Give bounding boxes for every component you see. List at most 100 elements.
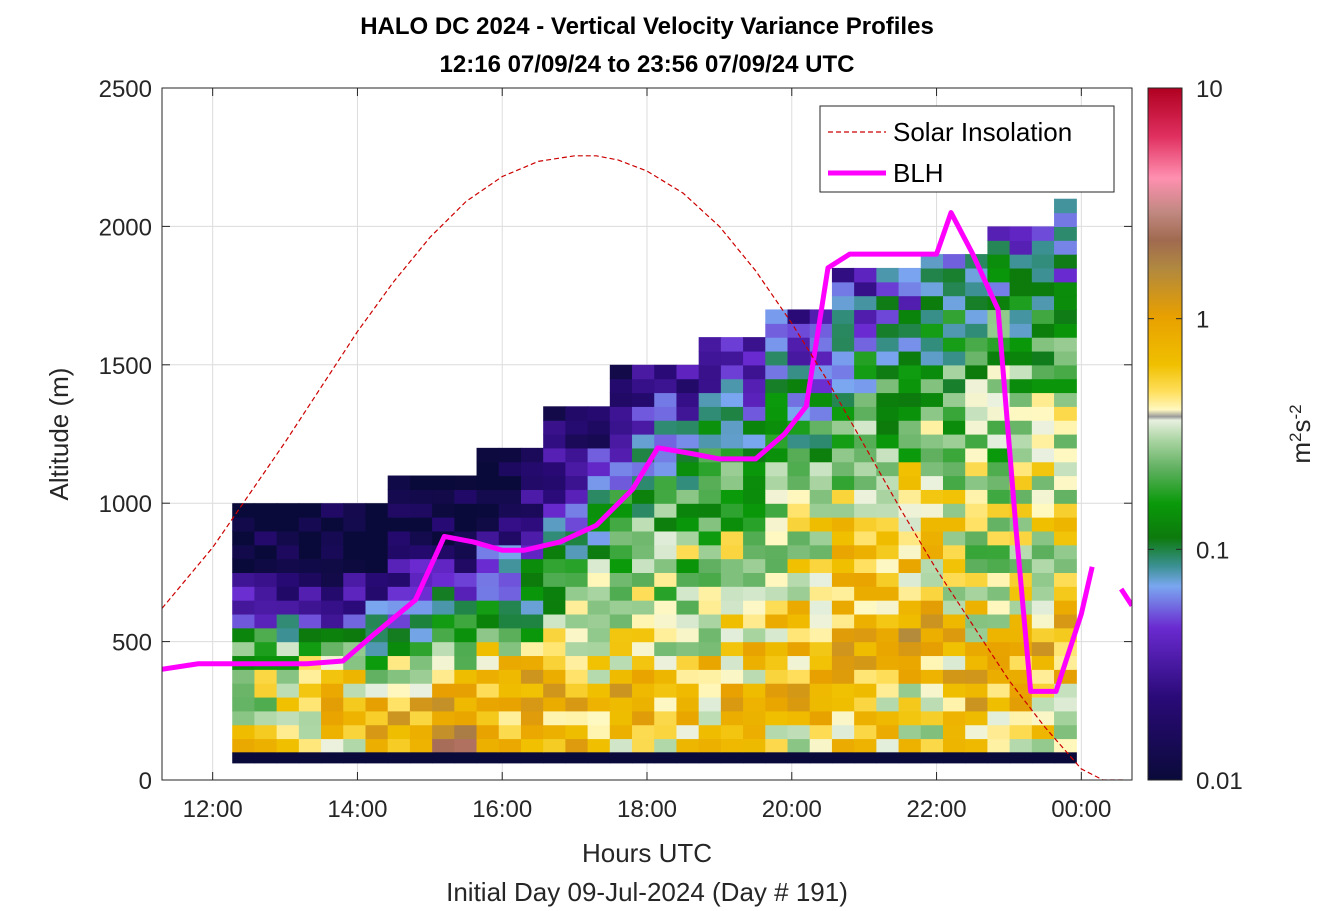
heatmap-cell xyxy=(831,530,855,546)
heatmap-cell xyxy=(409,489,433,504)
heatmap-cell xyxy=(920,420,944,435)
heatmap-cell xyxy=(520,461,544,477)
heatmap-cell xyxy=(1054,752,1077,764)
heatmap-cell xyxy=(276,738,300,753)
heatmap-cell xyxy=(720,544,744,560)
heatmap-cell xyxy=(898,461,922,477)
heatmap-cell xyxy=(765,364,789,380)
heatmap-cell xyxy=(809,378,833,394)
heatmap-cell xyxy=(965,364,989,380)
heatmap-cell xyxy=(476,738,500,753)
heatmap-cell xyxy=(454,683,478,698)
heatmap-cell xyxy=(1031,489,1055,504)
heatmap-cell xyxy=(942,309,966,324)
heatmap-cell xyxy=(1054,198,1077,214)
heatmap-cell xyxy=(387,683,411,698)
heatmap-cell xyxy=(609,530,633,546)
heatmap-cell xyxy=(743,406,766,421)
heatmap-cell xyxy=(232,738,256,753)
heatmap-cell xyxy=(876,530,900,546)
heatmap-cell xyxy=(743,724,766,740)
heatmap-cell xyxy=(298,696,322,712)
x-tick-label: 14:00 xyxy=(327,796,387,823)
heatmap-cell xyxy=(787,655,811,670)
heatmap-cell xyxy=(1031,254,1055,269)
heatmap-cell xyxy=(920,392,944,407)
heatmap-cell xyxy=(809,669,833,684)
heatmap-cell xyxy=(1054,323,1077,338)
heatmap-cell xyxy=(720,517,744,532)
heatmap-cell xyxy=(765,586,789,601)
heatmap-cell xyxy=(854,683,877,698)
heatmap-cell xyxy=(387,655,411,670)
blh-line xyxy=(162,210,1095,694)
heatmap-cell xyxy=(520,669,544,684)
heatmap-cell xyxy=(787,669,811,684)
heatmap-cell xyxy=(254,696,278,712)
heatmap-cell xyxy=(609,378,633,394)
heatmap-cell xyxy=(676,613,700,629)
heatmap-cell xyxy=(1031,461,1055,477)
heatmap-cell xyxy=(454,503,478,518)
heatmap-cell xyxy=(676,434,700,449)
heatmap-cell xyxy=(831,489,855,504)
heatmap-cell xyxy=(587,530,611,546)
heatmap-cell xyxy=(1009,710,1033,726)
heatmap-cell xyxy=(743,364,766,380)
heatmap-cell xyxy=(543,489,566,504)
heatmap-cell xyxy=(409,517,433,532)
heatmap-cell xyxy=(1031,392,1055,407)
heatmap-cell xyxy=(454,586,478,601)
heatmap-cell xyxy=(476,613,500,629)
heatmap-cell xyxy=(743,696,766,712)
heatmap-cell xyxy=(365,572,389,587)
heatmap-cell xyxy=(387,572,411,587)
heatmap-cell xyxy=(1054,434,1077,449)
heatmap-cell xyxy=(520,447,544,463)
heatmap-cell xyxy=(809,489,833,504)
heatmap-cell xyxy=(321,613,344,629)
heatmap-cell xyxy=(1009,475,1033,490)
heatmap-cell xyxy=(654,544,678,560)
heatmap-cell xyxy=(765,420,789,435)
heatmap-cell xyxy=(1009,447,1033,463)
heatmap-cell xyxy=(942,350,966,366)
heatmap-cell xyxy=(854,447,877,463)
heatmap-cell xyxy=(543,406,566,421)
heatmap-cell xyxy=(765,696,789,712)
heatmap-cell xyxy=(454,669,478,684)
heatmap-cell xyxy=(254,503,278,518)
heatmap-cell xyxy=(454,738,478,753)
heatmap-cell xyxy=(942,517,966,532)
heatmap-cell xyxy=(743,752,766,764)
heatmap-cell xyxy=(587,655,611,670)
heatmap-cell xyxy=(720,613,744,629)
heatmap-cell xyxy=(565,738,589,753)
heatmap-cell xyxy=(276,586,300,601)
heatmap-cell xyxy=(654,683,678,698)
x-axis-sublabel: Initial Day 09-Jul-2024 (Day # 191) xyxy=(446,877,848,907)
heatmap-cell xyxy=(609,600,633,615)
heatmap-cell xyxy=(543,613,566,629)
heatmap-cell xyxy=(720,558,744,573)
heatmap-cell xyxy=(365,503,389,518)
heatmap-cell xyxy=(876,461,900,477)
heatmap-cell xyxy=(831,600,855,615)
heatmap-cell xyxy=(920,627,944,643)
heatmap-cell xyxy=(854,323,877,338)
heatmap-cell xyxy=(387,738,411,753)
heatmap-cell xyxy=(854,434,877,449)
heatmap-cell xyxy=(254,752,278,764)
heatmap-cell xyxy=(876,696,900,712)
heatmap-cell xyxy=(676,724,700,740)
heatmap-cell xyxy=(1009,752,1033,764)
heatmap-cell xyxy=(987,267,1011,283)
heatmap-cell xyxy=(254,572,278,587)
heatmap-cell xyxy=(632,696,655,712)
heatmap-cell xyxy=(432,627,455,643)
heatmap-cell xyxy=(854,364,877,380)
heatmap-cell xyxy=(1031,406,1055,421)
heatmap-cell xyxy=(276,669,300,684)
heatmap-cell xyxy=(654,752,678,764)
